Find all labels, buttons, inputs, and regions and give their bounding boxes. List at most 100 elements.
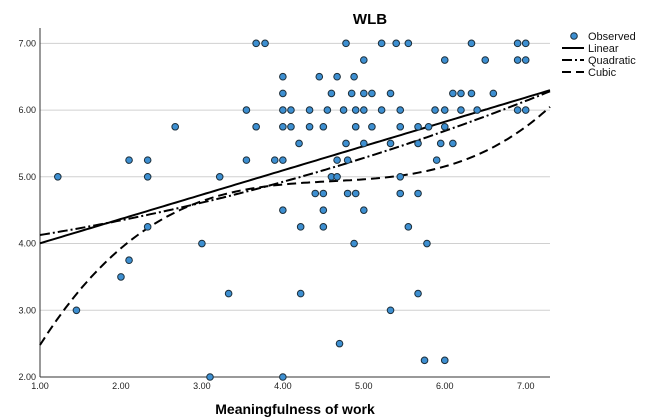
data-point — [342, 139, 350, 148]
data-point — [327, 89, 336, 98]
data-point — [440, 106, 449, 114]
data-point — [440, 56, 449, 64]
data-point — [319, 206, 328, 214]
data-point — [252, 39, 260, 48]
data-point — [279, 106, 287, 114]
y-tick-label: 5.00 — [18, 172, 36, 182]
y-tick-label: 6.00 — [18, 105, 36, 115]
y-tick-label: 7.00 — [18, 38, 36, 48]
data-point — [279, 156, 287, 164]
data-point — [279, 89, 287, 98]
data-point — [242, 106, 251, 114]
data-point — [414, 289, 422, 298]
data-point — [351, 189, 360, 198]
data-point — [449, 89, 457, 98]
data-point — [125, 156, 133, 164]
data-point — [279, 122, 287, 131]
data-point — [404, 223, 413, 231]
x-tick-label: 3.00 — [193, 381, 211, 391]
data-point — [368, 89, 376, 98]
data-point — [473, 106, 481, 114]
x-tick-label: 4.00 — [274, 381, 292, 391]
data-point — [72, 306, 81, 315]
x-tick-label: 6.00 — [436, 381, 454, 391]
data-point — [333, 72, 341, 81]
data-point — [296, 223, 305, 231]
data-point — [343, 156, 352, 164]
data-point — [360, 89, 368, 98]
data-point — [489, 89, 498, 98]
data-point — [171, 122, 179, 131]
data-point — [432, 156, 441, 164]
data-point — [350, 72, 358, 81]
x-tick-label: 5.00 — [355, 381, 373, 391]
data-point — [287, 106, 295, 114]
data-point — [513, 106, 522, 114]
data-point — [315, 72, 324, 81]
data-point — [125, 256, 133, 265]
data-point — [467, 39, 476, 48]
data-point — [305, 106, 314, 114]
data-point — [360, 106, 368, 114]
data-point — [287, 122, 295, 131]
data-point — [414, 139, 422, 148]
data-point — [386, 139, 395, 148]
data-point — [396, 122, 405, 131]
data-point — [423, 239, 431, 248]
data-point — [224, 289, 233, 298]
data-point — [270, 156, 279, 164]
data-point — [279, 72, 287, 81]
data-point — [350, 239, 358, 248]
data-point — [335, 339, 344, 348]
data-point — [339, 106, 348, 114]
data-point — [319, 122, 328, 131]
data-point — [513, 56, 522, 64]
data-point — [377, 39, 386, 48]
fit-line-linear — [39, 89, 551, 245]
data-point — [319, 223, 328, 231]
data-point — [481, 56, 490, 64]
data-point — [323, 106, 332, 114]
data-point — [333, 173, 341, 181]
data-point — [360, 56, 368, 64]
fit-lines — [39, 89, 551, 346]
y-tick-label: 3.00 — [18, 305, 36, 315]
data-point — [424, 122, 433, 131]
data-point — [311, 189, 320, 198]
x-axis-label: Meaningfulness of work — [215, 401, 375, 417]
y-tick-label: 2.00 — [18, 372, 36, 382]
data-point — [521, 56, 530, 64]
data-point — [319, 189, 328, 198]
data-point — [215, 173, 224, 181]
chart-title: WLB — [353, 11, 387, 28]
data-point — [513, 39, 522, 48]
data-point — [343, 189, 352, 198]
data-point — [143, 223, 152, 231]
data-point — [377, 106, 386, 114]
data-point — [279, 373, 287, 381]
x-tick-label: 2.00 — [112, 381, 130, 391]
data-point — [404, 39, 413, 48]
data-point — [347, 89, 356, 98]
data-point — [351, 106, 360, 114]
data-point — [242, 156, 251, 164]
data-point — [117, 273, 125, 281]
data-point — [342, 39, 350, 48]
data-point — [386, 89, 395, 98]
data-point — [457, 89, 465, 98]
tick-labels: 2.003.004.005.006.007.001.00 2.00 3.00 4.00… — [18, 38, 534, 391]
data-point — [521, 106, 530, 114]
data-point — [396, 173, 405, 181]
legend-label: Cubic — [588, 67, 617, 79]
data-point — [143, 156, 152, 164]
data-point — [333, 156, 341, 164]
data-point — [360, 206, 368, 214]
data-point — [431, 106, 439, 114]
data-point — [449, 139, 457, 148]
data-point — [420, 356, 429, 365]
observed-points — [54, 39, 530, 381]
data-point — [143, 173, 152, 181]
data-point — [360, 139, 368, 148]
